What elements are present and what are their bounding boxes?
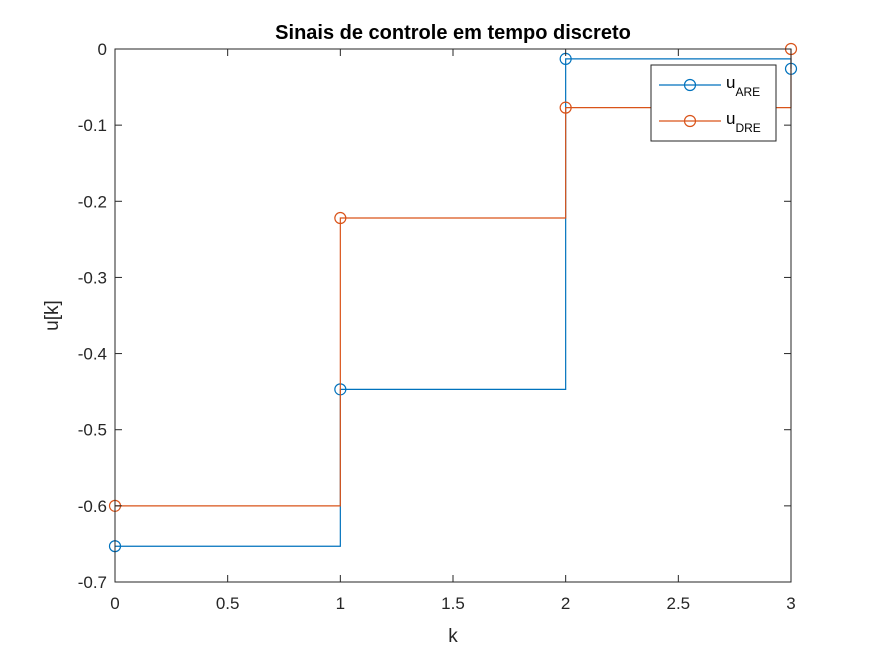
x-tick-label: 2.5 [667, 594, 691, 613]
x-tick-label: 1 [336, 594, 345, 613]
legend-entry-dre: uDRE [726, 109, 761, 135]
x-tick-label: 3 [786, 594, 795, 613]
legend-entry-are: uARE [726, 73, 760, 99]
x-axis-label: k [448, 626, 458, 647]
legend-entry-subscript: ARE [735, 85, 760, 99]
y-tick-label: -0.1 [78, 116, 107, 135]
x-tick-label: 0 [110, 594, 119, 613]
legend-entry-main: u [726, 109, 735, 128]
y-tick-label: -0.2 [78, 192, 107, 211]
legend-entry-subscript: DRE [735, 121, 760, 135]
y-tick-label: 0 [98, 40, 107, 59]
y-tick-label: -0.4 [78, 345, 107, 364]
legend-marker-are [683, 78, 697, 92]
data-point-dre [559, 101, 572, 114]
data-point-dre [334, 211, 347, 225]
legend-entry-main: u [726, 73, 735, 92]
y-axis-label: u[k] [42, 300, 63, 331]
y-tick-label: -0.3 [78, 268, 107, 287]
axes-layer: 0 0.5 1 1.5 2 2.5 3 0 -0.1 -0.2 -0.3 -0.4 -0.5 -0.6 -0… [78, 40, 796, 613]
y-tick-label: -0.6 [78, 497, 107, 516]
x-tick-label: 1.5 [441, 594, 465, 613]
y-tick-label: -0.5 [78, 421, 107, 440]
legend-marker-dre [683, 114, 697, 128]
y-tick-label: -0.7 [78, 573, 107, 592]
x-tick-label: 2 [561, 594, 570, 613]
chart-title: Sinais de controle em tempo discreto [275, 22, 631, 44]
legend-box [650, 64, 777, 142]
x-tick-label: 0.5 [216, 594, 240, 613]
